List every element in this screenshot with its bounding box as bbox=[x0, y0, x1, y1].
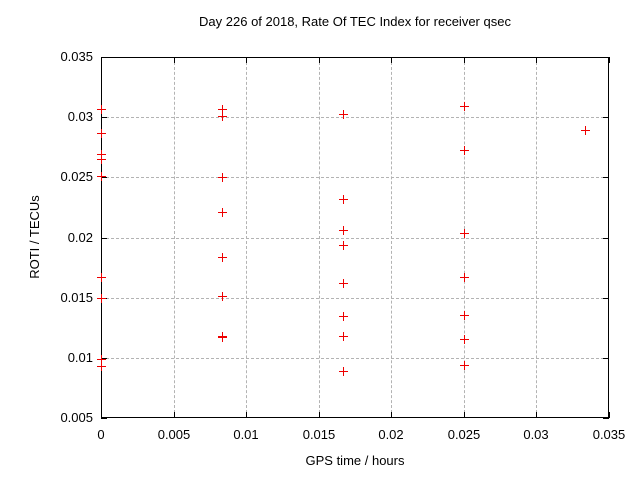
y-tick-mark bbox=[101, 238, 107, 239]
data-point bbox=[339, 279, 348, 288]
x-gridline bbox=[174, 57, 175, 418]
data-point bbox=[460, 146, 469, 155]
y-tick-mark-right bbox=[603, 117, 609, 118]
data-point bbox=[97, 129, 106, 138]
x-tick-label: 0.015 bbox=[302, 427, 336, 442]
x-tick-mark-top bbox=[101, 57, 102, 63]
x-tick-mark bbox=[246, 412, 247, 418]
x-tick-label: 0.025 bbox=[447, 427, 481, 442]
x-tick-label: 0.03 bbox=[523, 427, 549, 442]
x-tick-mark bbox=[464, 412, 465, 418]
x-tick-mark bbox=[101, 412, 102, 418]
y-gridline bbox=[101, 298, 609, 299]
y-tick-label: 0.025 bbox=[60, 169, 93, 184]
data-point bbox=[218, 173, 227, 182]
x-tick-mark-top bbox=[246, 57, 247, 63]
data-point bbox=[97, 294, 106, 303]
data-point bbox=[339, 332, 348, 341]
x-tick-mark bbox=[536, 412, 537, 418]
x-gridline bbox=[246, 57, 247, 418]
x-tick-mark-top bbox=[464, 57, 465, 63]
data-point bbox=[97, 172, 106, 181]
y-tick-mark bbox=[101, 177, 107, 178]
y-tick-mark-right bbox=[603, 57, 609, 58]
y-tick-mark bbox=[101, 418, 107, 419]
y-tick-mark-right bbox=[603, 358, 609, 359]
x-gridline bbox=[536, 57, 537, 418]
data-point bbox=[218, 105, 227, 114]
x-tick-mark bbox=[609, 412, 610, 418]
x-tick-mark bbox=[391, 412, 392, 418]
y-tick-mark-right bbox=[603, 177, 609, 178]
x-gridline bbox=[391, 57, 392, 418]
data-point bbox=[339, 367, 348, 376]
data-point bbox=[460, 335, 469, 344]
data-point bbox=[97, 273, 106, 282]
y-tick-label: 0.03 bbox=[67, 109, 93, 124]
data-point bbox=[218, 208, 227, 217]
x-tick-mark-top bbox=[609, 57, 610, 63]
y-tick-label: 0.005 bbox=[60, 410, 93, 425]
data-point bbox=[460, 273, 469, 282]
x-tick-label: 0.01 bbox=[233, 427, 259, 442]
data-point bbox=[97, 355, 106, 364]
data-point bbox=[97, 155, 106, 164]
y-tick-label: 0.015 bbox=[60, 290, 93, 305]
data-point bbox=[339, 312, 348, 321]
x-axis-label: GPS time / hours bbox=[305, 453, 405, 468]
y-tick-label: 0.02 bbox=[67, 230, 93, 245]
y-gridline bbox=[101, 117, 609, 118]
x-tick-mark-top bbox=[174, 57, 175, 63]
y-tick-mark bbox=[101, 57, 107, 58]
data-point bbox=[218, 292, 227, 301]
y-gridline bbox=[101, 358, 609, 359]
x-tick-mark bbox=[174, 412, 175, 418]
x-tick-mark-top bbox=[391, 57, 392, 63]
data-point bbox=[460, 311, 469, 320]
y-gridline bbox=[101, 238, 609, 239]
y-tick-mark bbox=[101, 358, 107, 359]
data-point bbox=[97, 150, 106, 159]
x-tick-label: 0.005 bbox=[157, 427, 191, 442]
x-tick-label: 0.035 bbox=[592, 427, 626, 442]
data-point bbox=[460, 229, 469, 238]
x-tick-mark bbox=[319, 412, 320, 418]
data-point bbox=[460, 102, 469, 111]
data-point bbox=[218, 112, 227, 121]
data-point bbox=[339, 226, 348, 235]
data-point bbox=[218, 253, 227, 262]
data-point bbox=[339, 241, 348, 250]
x-tick-mark-top bbox=[319, 57, 320, 63]
data-point bbox=[97, 362, 106, 371]
y-tick-mark bbox=[101, 117, 107, 118]
x-gridline bbox=[319, 57, 320, 418]
y-gridline bbox=[101, 177, 609, 178]
y-tick-label: 0.035 bbox=[60, 49, 93, 64]
data-point bbox=[460, 361, 469, 370]
data-point bbox=[218, 333, 227, 342]
plot-area bbox=[101, 57, 609, 418]
chart-title: Day 226 of 2018, Rate Of TEC Index for r… bbox=[199, 14, 511, 29]
data-point bbox=[581, 126, 590, 135]
y-tick-mark-right bbox=[603, 238, 609, 239]
x-tick-label: 0 bbox=[97, 427, 105, 442]
x-tick-mark-top bbox=[536, 57, 537, 63]
x-tick-label: 0.02 bbox=[378, 427, 404, 442]
y-tick-mark-right bbox=[603, 418, 609, 419]
data-point bbox=[339, 195, 348, 204]
data-point bbox=[97, 105, 106, 114]
data-point bbox=[339, 110, 348, 119]
y-tick-mark-right bbox=[603, 298, 609, 299]
y-tick-label: 0.01 bbox=[67, 350, 93, 365]
